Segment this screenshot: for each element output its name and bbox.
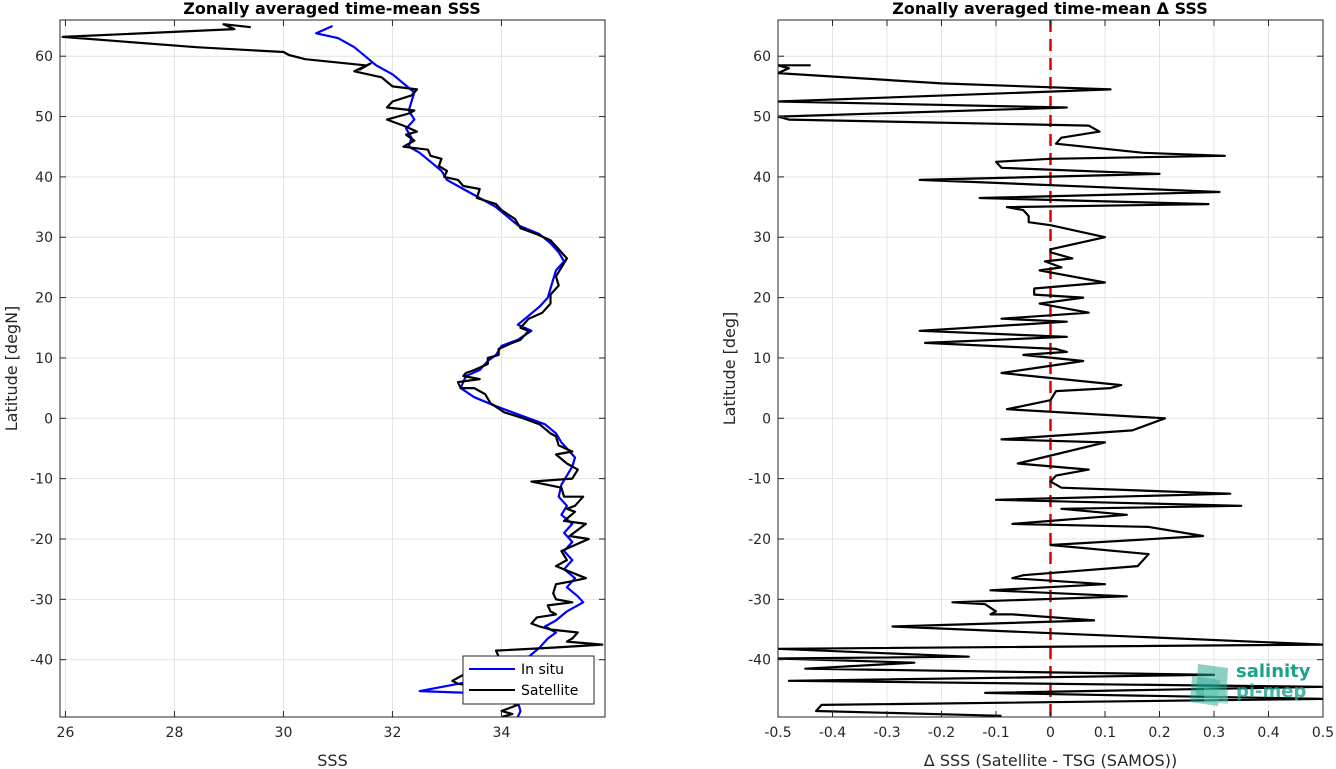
logo-text-line1: salinity xyxy=(1236,661,1311,682)
cube-icon xyxy=(1190,664,1228,706)
x-tick-label: 26 xyxy=(57,725,75,741)
y-tick-label: 30 xyxy=(753,230,771,246)
legend-label-in-situ: In situ xyxy=(521,662,564,678)
series-line-satellite xyxy=(61,23,604,717)
x-tick-label: 0 xyxy=(1046,725,1055,741)
y-tick-label: 10 xyxy=(753,351,771,367)
y-tick-label: -20 xyxy=(748,532,771,548)
x-axis-label: SSS xyxy=(317,751,347,769)
y-tick-label: 60 xyxy=(753,49,771,65)
y-tick-label: -30 xyxy=(748,592,771,608)
right-panel: -0.5 -0.4 -0.3 -0.2 -0.1 0 0.1 0.2 0.3 0.4 0.5 -40 -… xyxy=(720,0,1334,769)
y-tick-label: 40 xyxy=(35,170,53,186)
y-axis-label: Latitude [deg] xyxy=(720,312,739,426)
chart-title: Zonally averaged time-mean SSS xyxy=(183,0,481,18)
legend: In situ Satellite xyxy=(462,655,595,705)
y-axis-label: Latitude [degN] xyxy=(2,306,21,432)
y-tick-label: 20 xyxy=(35,291,53,307)
y-tick-label: 0 xyxy=(762,411,771,427)
y-tick-label: 50 xyxy=(753,110,771,126)
y-tick-label: 50 xyxy=(35,110,53,126)
chart-title: Zonally averaged time-mean Δ SSS xyxy=(892,0,1208,18)
x-tick-label: 0.1 xyxy=(1094,725,1116,741)
y-tick-label: -10 xyxy=(30,472,53,488)
salinity-pimep-logo: salinity pi-mep xyxy=(1190,661,1311,706)
x-tick-label: 0.4 xyxy=(1257,725,1279,741)
axes-box xyxy=(59,19,606,718)
x-tick-label: 0.5 xyxy=(1312,725,1334,741)
y-tick-label: -30 xyxy=(30,592,53,608)
x-tick-label: -0.2 xyxy=(928,725,955,741)
left-panel: 26 28 30 32 34 -40 -30 -20 -10 0 10 20 30 40 50 60 Zonal… xyxy=(2,0,606,769)
y-tick-label: 10 xyxy=(35,351,53,367)
x-tick-label: 34 xyxy=(493,725,511,741)
x-tick-label: -0.5 xyxy=(764,725,791,741)
x-tick-label: 28 xyxy=(166,725,184,741)
y-tick-label: 40 xyxy=(753,170,771,186)
legend-label-satellite: Satellite xyxy=(521,683,578,699)
x-tick-label: -0.4 xyxy=(819,725,846,741)
x-axis-label: Δ SSS (Satellite - TSG (SAMOS)) xyxy=(924,751,1177,769)
x-tick-label: -0.3 xyxy=(873,725,900,741)
x-tick-label: -0.1 xyxy=(982,725,1009,741)
series-line-in-situ xyxy=(315,24,585,717)
y-tick-label: -10 xyxy=(748,472,771,488)
y-tick-label: -40 xyxy=(30,653,53,669)
x-tick-label: 32 xyxy=(384,725,402,741)
y-tick-label: 0 xyxy=(44,411,53,427)
logo-text-line2: pi-mep xyxy=(1236,681,1306,702)
series-line-delta-sss xyxy=(778,64,1323,717)
x-tick-label: 0.2 xyxy=(1148,725,1170,741)
y-tick-label: 30 xyxy=(35,230,53,246)
x-tick-label: 0.3 xyxy=(1203,725,1225,741)
legend-box xyxy=(462,655,595,705)
y-tick-label: 20 xyxy=(753,291,771,307)
x-tick-label: 30 xyxy=(275,725,293,741)
grid xyxy=(60,20,605,717)
y-tick-label: -40 xyxy=(748,653,771,669)
y-tick-label: 60 xyxy=(35,49,53,65)
y-tick-label: -20 xyxy=(30,532,53,548)
